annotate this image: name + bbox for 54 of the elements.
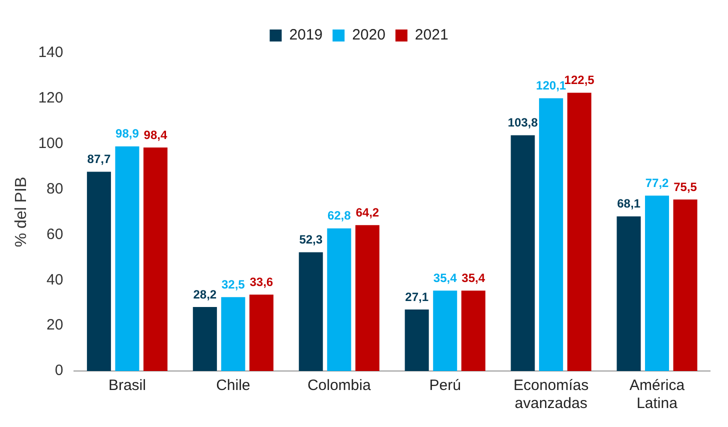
bar — [433, 290, 458, 371]
data-label: 35,4 — [462, 270, 486, 285]
x-tick-label: Brasil — [108, 377, 146, 394]
bar — [616, 216, 641, 371]
x-tick-label: Economías avanzadas — [514, 377, 589, 412]
bar — [539, 98, 564, 371]
y-tick-label: 40 — [46, 271, 64, 288]
data-label: 64,2 — [356, 205, 380, 220]
data-label: 120,1 — [536, 78, 566, 93]
bar — [249, 294, 274, 371]
data-label: 27,1 — [405, 290, 429, 304]
data-label: 52,3 — [299, 232, 323, 247]
bar — [143, 147, 168, 371]
data-label: 62,8 — [327, 208, 352, 223]
y-tick-label: 140 — [38, 44, 64, 62]
y-tick-label: 60 — [46, 226, 64, 243]
data-label: 28,2 — [193, 287, 217, 302]
bar — [461, 290, 486, 371]
data-label: 75,5 — [674, 180, 698, 194]
bar — [355, 225, 380, 371]
x-tick-label: América Latina — [630, 377, 686, 412]
y-tick-label: 100 — [38, 135, 64, 152]
data-label: 103,8 — [508, 116, 538, 130]
data-label: 122,5 — [564, 73, 595, 88]
legend-label: 2019 — [289, 26, 323, 44]
data-label: 87,7 — [87, 152, 111, 166]
y-tick-label: 80 — [46, 180, 64, 198]
bar — [645, 196, 670, 371]
x-tick-label: Colombia — [307, 377, 372, 394]
bar — [192, 306, 217, 371]
data-label: 68,1 — [617, 196, 641, 211]
bar — [404, 309, 429, 371]
bar — [327, 228, 352, 371]
y-axis-title: % del PIB — [13, 176, 30, 248]
bar — [221, 297, 246, 371]
bar — [115, 146, 140, 371]
data-label: 98,4 — [144, 128, 168, 142]
bar — [510, 135, 535, 371]
bar — [673, 200, 698, 371]
bar — [567, 92, 592, 371]
data-label: 77,2 — [645, 176, 670, 190]
data-label: 32,5 — [221, 277, 246, 292]
y-tick-label: 0 — [54, 362, 64, 380]
data-label: 33,6 — [250, 274, 274, 289]
x-tick-label: Chile — [216, 377, 250, 394]
data-label: 98,9 — [116, 126, 140, 141]
y-tick-label: 20 — [46, 316, 64, 334]
bar — [298, 252, 323, 371]
y-tick-label: 120 — [38, 90, 64, 107]
bar — [86, 172, 111, 371]
legend-label: 2021 — [414, 26, 448, 44]
legend-label: 2020 — [352, 26, 386, 44]
data-label: 35,4 — [433, 270, 458, 285]
x-tick-label: Perú — [429, 377, 461, 394]
